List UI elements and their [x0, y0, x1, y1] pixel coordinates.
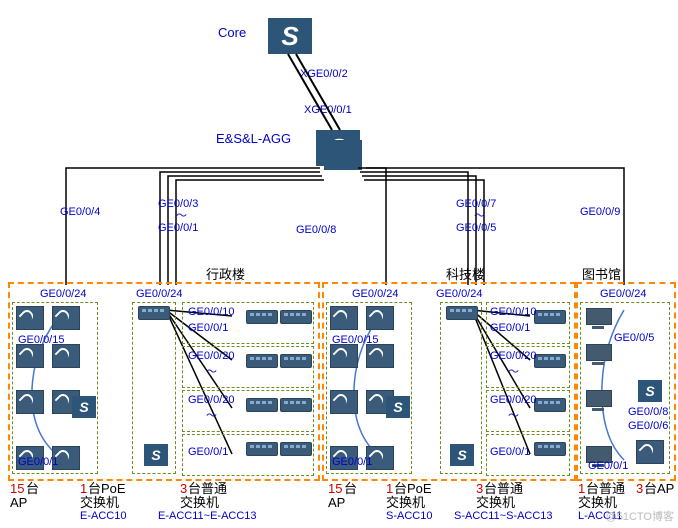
l-t2: 台AP — [644, 482, 674, 496]
lib-ge5: GE0/0/5 — [614, 332, 654, 344]
access-switch-icon — [446, 306, 478, 320]
tg1b: ～ — [508, 366, 519, 378]
zone-admin-title: 行政楼 — [206, 268, 245, 282]
a-l1: AP — [10, 496, 27, 510]
xge2-label: XGE0/0/2 — [300, 68, 348, 80]
acc-icon — [534, 310, 566, 324]
a-s2: E-ACC10 — [80, 510, 126, 522]
access-switch-icon — [138, 306, 170, 320]
admin-ge24b: GE0/0/24 — [136, 288, 182, 300]
acc-icon — [534, 354, 566, 368]
pc-icon — [586, 390, 610, 410]
ag0t: GE0/0/10 — [188, 306, 234, 318]
ap-icon — [16, 344, 44, 368]
acc-icon — [280, 442, 312, 456]
watermark: @51CTO博客 — [606, 508, 674, 524]
ag3t: GE0/0/1 — [188, 446, 228, 458]
tg3t: GE0/0/1 — [490, 446, 530, 458]
acc-icon — [280, 310, 312, 324]
t-s3: S-ACC11~S-ACC13 — [454, 510, 553, 522]
poe-switch: S — [72, 396, 96, 418]
ge003s: ～ — [176, 210, 187, 222]
tech-ge24a: GE0/0/24 — [352, 288, 398, 300]
core-switch: S — [268, 18, 312, 54]
agg-switch-2 — [324, 140, 362, 170]
lib-ge8: GE0/0/8 — [628, 406, 668, 418]
lib-switch: S — [638, 380, 662, 402]
t-l2: 交换机 — [386, 496, 425, 510]
network-diagram: { "type": "network", "watermark": "@51CT… — [0, 0, 678, 528]
zone-lib-title: 图书馆 — [582, 268, 621, 282]
t-t1: 台 — [344, 482, 357, 496]
agg-label: E&S&L-AGG — [216, 132, 291, 146]
lib-ge1: GE0/0/1 — [588, 460, 628, 472]
t-l3: 交换机 — [476, 496, 515, 510]
acc-icon — [246, 398, 278, 412]
ge007a: GE0/0/7 — [456, 198, 496, 210]
admin-ge001: GE0/0/1 — [18, 456, 58, 468]
lib-ge6: GE0/0/6 — [628, 420, 668, 432]
zone-tech-title: 科技楼 — [446, 268, 485, 282]
a-t1: 台 — [26, 482, 39, 496]
acc-icon — [246, 354, 278, 368]
tech-ge15: GE0/0/15 — [332, 334, 378, 346]
acc-icon — [280, 354, 312, 368]
a-l2: 交换机 — [80, 496, 119, 510]
ag1b: ～ — [206, 366, 217, 378]
t-l1: AP — [328, 496, 345, 510]
acc-icon — [246, 442, 278, 456]
pc-icon — [586, 308, 610, 328]
ge009: GE0/0/9 — [580, 206, 620, 218]
l-n2: 3 — [636, 482, 643, 496]
a-s3: E-ACC11~E-ACC13 — [158, 510, 257, 522]
tg0t: GE0/0/10 — [490, 306, 536, 318]
tg2t: GE0/0/20 — [490, 394, 536, 406]
ge004: GE0/0/4 — [60, 206, 100, 218]
dist-switch: S — [144, 444, 168, 466]
core-label: Core — [218, 26, 246, 40]
acc-icon — [534, 398, 566, 412]
ge008: GE0/0/8 — [296, 224, 336, 236]
acc-icon — [534, 442, 566, 456]
ap-icon — [52, 344, 80, 368]
poe-switch: S — [386, 396, 410, 418]
ag1t: GE0/0/20 — [188, 350, 234, 362]
ge003a: GE0/0/3 — [158, 198, 198, 210]
ap-icon — [16, 390, 44, 414]
ge007s: ～ — [474, 210, 485, 222]
lib-ge24: GE0/0/24 — [600, 288, 646, 300]
pc-icon — [586, 344, 610, 364]
ap-icon — [366, 344, 394, 368]
ap-icon — [636, 440, 664, 464]
tech-ge24b: GE0/0/24 — [436, 288, 482, 300]
xge1-label: XGE0/0/1 — [304, 104, 352, 116]
admin-ge15: GE0/0/15 — [18, 334, 64, 346]
ap-icon — [330, 344, 358, 368]
tg0b: GE0/0/1 — [490, 322, 530, 334]
ap-icon — [330, 390, 358, 414]
tech-ge001: GE0/0/1 — [332, 456, 372, 468]
tg2b: ～ — [508, 410, 519, 422]
ap-icon — [16, 306, 44, 330]
ag2t: GE0/0/20 — [188, 394, 234, 406]
admin-ge24a: GE0/0/24 — [40, 288, 86, 300]
a-l3: 交换机 — [180, 496, 219, 510]
dist-switch: S — [450, 444, 474, 466]
ap-icon — [330, 306, 358, 330]
ge003b: GE0/0/1 — [158, 222, 198, 234]
tg1t: GE0/0/20 — [490, 350, 536, 362]
ag0b: GE0/0/1 — [188, 322, 228, 334]
t-s2: S-ACC10 — [386, 510, 432, 522]
ap-icon — [52, 306, 80, 330]
acc-icon — [280, 398, 312, 412]
ge007b: GE0/0/5 — [456, 222, 496, 234]
ag2b: ～ — [206, 410, 217, 422]
ap-icon — [366, 306, 394, 330]
acc-icon — [246, 310, 278, 324]
